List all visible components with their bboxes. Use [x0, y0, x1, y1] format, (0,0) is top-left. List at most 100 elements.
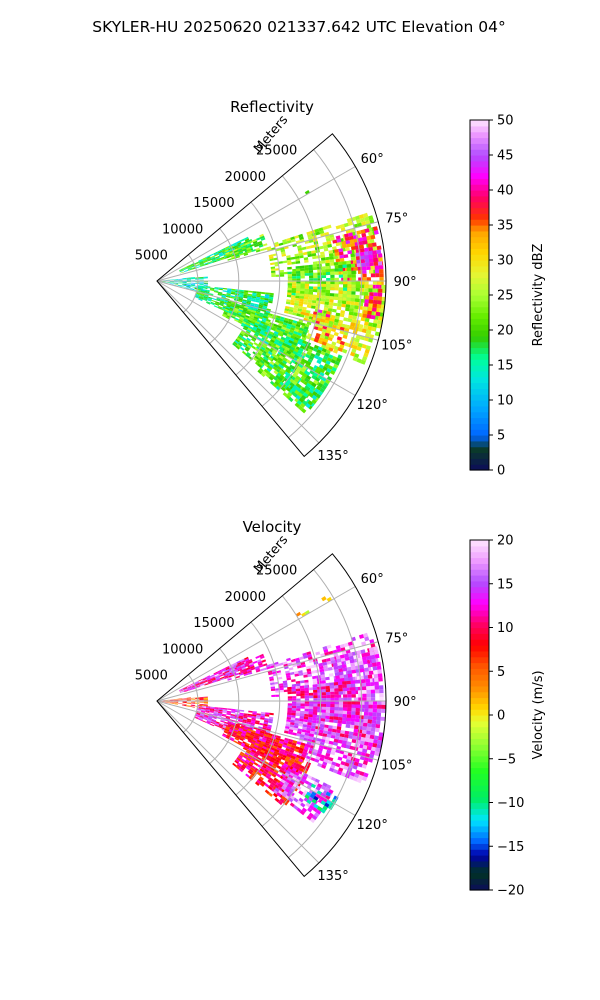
- echo-cell: [307, 722, 312, 726]
- echo-cell: [186, 703, 191, 704]
- echo-cell: [304, 265, 309, 269]
- echo-cell: [231, 711, 236, 714]
- echo-cell: [207, 299, 212, 302]
- echo-cell: [328, 347, 334, 352]
- echo-cell: [182, 701, 187, 703]
- echo-cell: [296, 278, 301, 281]
- echo-cell: [329, 296, 334, 300]
- echo-cell: [186, 265, 192, 268]
- echo-cell: [234, 306, 240, 310]
- echo-cell: [266, 728, 271, 732]
- echo-cell: [275, 756, 281, 761]
- echo-cell: [285, 301, 291, 305]
- echo-cell: [199, 698, 204, 700]
- echo-cell: [296, 693, 301, 697]
- colorbar-segment: [470, 773, 489, 780]
- echo-cell: [266, 765, 272, 770]
- echo-cell: [220, 256, 225, 260]
- echo-cell: [315, 393, 321, 399]
- echo-cell: [264, 783, 270, 788]
- echo-cell: [239, 753, 244, 757]
- echo-cell: [337, 756, 343, 761]
- echo-cell: [320, 674, 326, 678]
- colorbar-segment: [470, 225, 489, 232]
- echo-cell: [314, 388, 320, 394]
- echo-cell: [272, 792, 278, 798]
- echo-cell: [243, 726, 249, 729]
- echo-cell: [308, 294, 313, 298]
- echo-cell: [253, 242, 259, 246]
- echo-cell: [199, 716, 204, 719]
- echo-cell: [345, 324, 351, 329]
- echo-cell: [300, 711, 305, 714]
- echo-cell: [334, 271, 339, 275]
- echo-cell: [294, 302, 299, 306]
- echo-cell: [345, 759, 351, 764]
- echo-cell: [187, 687, 192, 690]
- echo-cell: [287, 278, 293, 281]
- echo-cell: [339, 313, 345, 318]
- echo-cell: [233, 309, 239, 312]
- echo-cell: [364, 636, 370, 642]
- echo-cell: [286, 657, 291, 662]
- echo-cell: [336, 726, 342, 731]
- echo-cell: [165, 282, 170, 283]
- echo-cell: [254, 734, 259, 738]
- echo-cell: [233, 663, 238, 667]
- echo-cell: [333, 296, 339, 300]
- colorbar-segment: [470, 207, 489, 214]
- echo-cell: [287, 266, 292, 270]
- echo-cell: [339, 223, 345, 229]
- echo-cell: [295, 258, 300, 262]
- echo-cell: [307, 348, 313, 353]
- echo-cell: [304, 286, 309, 289]
- echo-cell: [203, 285, 208, 287]
- colorbar-segment: [470, 703, 489, 710]
- echo-cell: [279, 374, 285, 380]
- echo-cell: [372, 281, 378, 285]
- echo-cell: [202, 257, 207, 260]
- echo-cell: [204, 682, 209, 685]
- echo-cell: [265, 310, 271, 314]
- echo-cell: [325, 691, 331, 696]
- echo-cell: [363, 352, 369, 358]
- echo-cell: [287, 285, 292, 289]
- echo-cell: [296, 698, 301, 701]
- echo-cell: [297, 405, 304, 411]
- echo-cell: [334, 277, 339, 281]
- echo-cell: [243, 296, 248, 299]
- echo-cell: [317, 309, 323, 314]
- echo-cell: [295, 718, 300, 721]
- echo-cell: [368, 231, 373, 236]
- echo-cell: [272, 325, 278, 330]
- echo-cell: [187, 686, 192, 689]
- echo-cell: [287, 783, 293, 789]
- echo-cell: [361, 686, 367, 691]
- echo-cell: [262, 305, 268, 309]
- echo-cell: [346, 680, 351, 685]
- echo-cell: [363, 251, 369, 256]
- echo-cell: [291, 273, 297, 277]
- echo-cell: [325, 295, 330, 300]
- echo-cell: [289, 726, 294, 730]
- echo-cell: [199, 697, 204, 699]
- echo-cell: [374, 751, 380, 757]
- echo-cell: [198, 260, 204, 264]
- echo-cell: [179, 268, 184, 271]
- echo-cell: [252, 292, 257, 295]
- echo-cell: [280, 779, 286, 784]
- azimuth-tick-label: 105°: [381, 759, 412, 774]
- echo-cell: [195, 293, 200, 296]
- echo-cell: [250, 311, 256, 315]
- echo-cell: [199, 701, 204, 703]
- echo-cell: [326, 310, 331, 315]
- echo-cell: [187, 267, 192, 270]
- echo-cell: [321, 384, 327, 390]
- echo-cell: [211, 299, 216, 303]
- echo-cell: [315, 786, 321, 791]
- echo-cell: [255, 667, 260, 671]
- echo-cell: [342, 717, 347, 721]
- echo-cell: [338, 684, 343, 689]
- echo-cell: [241, 665, 246, 669]
- echo-cell: [368, 288, 373, 293]
